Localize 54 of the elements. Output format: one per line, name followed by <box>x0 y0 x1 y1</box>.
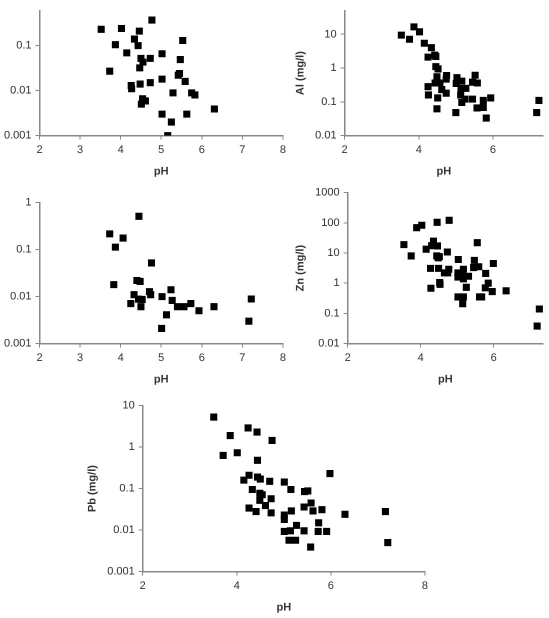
y-tick-label: 0.1 <box>321 96 337 108</box>
x-tick-label: 4 <box>118 144 124 156</box>
x-tick-label: 4 <box>416 144 422 156</box>
y-tick-label: 0.1 <box>16 244 32 256</box>
y-tick-label: 10 <box>324 28 337 40</box>
y-tick-label: 1 <box>128 441 135 454</box>
x-tick-label: 8 <box>280 144 286 156</box>
x-tick-label: 4 <box>234 580 240 592</box>
x-tick-label: 6 <box>490 352 497 364</box>
x-tick-label: 6 <box>198 352 205 364</box>
y-tick-label: 0.1 <box>119 482 135 495</box>
x-axis-title: pH <box>276 601 292 614</box>
y-tick-label: 1 <box>25 196 32 209</box>
x-tick-label: 6 <box>198 144 205 156</box>
x-axis-title: pH <box>154 373 169 386</box>
x-tick-label: 6 <box>490 144 496 156</box>
x-tick-label: 2 <box>36 144 43 156</box>
x-axis-title: pH <box>438 373 453 386</box>
x-tick-label: 4 <box>118 352 124 364</box>
y-tick-label: 100 <box>321 216 340 229</box>
y-tick-label: 1000 <box>315 186 340 199</box>
y-tick-label: 0.001 <box>107 566 135 578</box>
y-tick-label: 0.01 <box>315 130 337 142</box>
x-tick-label: 3 <box>77 144 84 156</box>
x-tick-label: 2 <box>344 352 351 364</box>
x-tick-label: 5 <box>158 144 164 156</box>
y-axis-title: Al (mg/l) <box>294 50 307 96</box>
y-tick-label: 0.01 <box>113 524 135 536</box>
x-tick-label: 2 <box>140 580 146 592</box>
y-tick-label: 0.01 <box>10 290 32 303</box>
y-tick-label: 10 <box>327 247 340 260</box>
y-tick-label: 0.01 <box>318 338 340 350</box>
y-tick-label: 1 <box>334 277 340 290</box>
y-axis-title: Pb (mg/l) <box>86 464 99 512</box>
x-tick-label: 4 <box>418 352 424 364</box>
y-tick-label: 10 <box>122 400 135 412</box>
x-tick-label: 2 <box>36 352 43 364</box>
y-tick-label: 0.1 <box>324 307 340 320</box>
x-tick-label: 8 <box>422 580 428 592</box>
x-tick-label: 2 <box>342 144 348 156</box>
x-tick-label: 8 <box>280 352 286 364</box>
x-axis-title: pH <box>154 165 169 178</box>
x-tick-label: 7 <box>239 352 246 364</box>
y-tick-label: 0.001 <box>4 338 32 350</box>
y-tick-label: 0.1 <box>16 40 32 52</box>
x-tick-label: 3 <box>77 352 84 364</box>
y-tick-label: 1 <box>330 62 337 74</box>
x-tick-label: 7 <box>239 144 246 156</box>
x-tick-label: 5 <box>158 352 164 364</box>
y-tick-label: 0.01 <box>10 84 32 97</box>
x-axis-title: pH <box>436 165 452 178</box>
y-tick-label: 0.001 <box>4 130 32 142</box>
x-tick-label: 6 <box>328 580 334 592</box>
y-axis-title: Zn (mg/l) <box>294 244 307 292</box>
